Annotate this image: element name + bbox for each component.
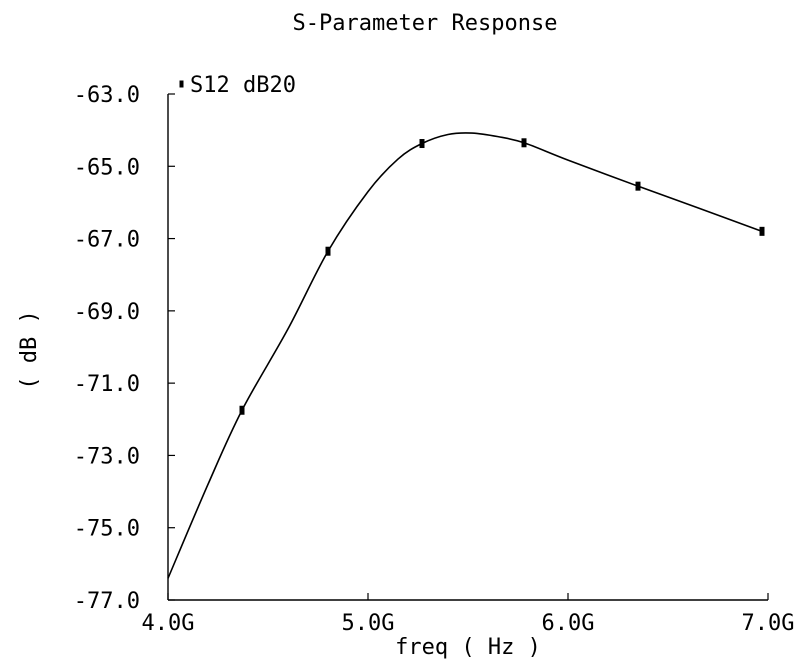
x-tick-label: 4.0G [142,611,195,636]
data-point-marker [239,405,245,415]
y-tick-label: -75.0 [74,517,140,542]
y-axis-label: ( dB ) [17,310,42,389]
y-tick-label: -65.0 [74,155,140,180]
data-point-marker [419,139,425,149]
legend-label: S12 dB20 [190,73,296,98]
chart-title: S-Parameter Response [293,11,558,36]
legend-marker [179,80,184,88]
y-tick-label: -77.0 [74,589,140,614]
legend: S12 dB20 [179,73,296,98]
y-ticks: -63.0 -65.0 -67.0 -69.0 -71.0 -73.0 -75.0 -77.0 [74,83,175,614]
y-tick-label: -69.0 [74,300,140,325]
data-point-marker [325,246,331,256]
x-tick-label: 6.0G [542,611,595,636]
y-tick-label: -63.0 [74,83,140,108]
data-point-marker [759,226,765,236]
y-tick-label: -71.0 [74,372,140,397]
data-point-marker [521,138,527,148]
series-line-s12-db20 [167,132,763,579]
y-tick-label: -73.0 [74,444,140,469]
x-ticks: 4.0G 5.0G 6.0G 7.0G [142,593,795,636]
data-point-marker [635,181,641,191]
x-axis-label: freq ( Hz ) [395,635,541,660]
series-group [167,132,765,579]
x-tick-label: 7.0G [742,611,795,636]
y-tick-label: -67.0 [74,228,140,253]
x-tick-label: 5.0G [342,611,395,636]
